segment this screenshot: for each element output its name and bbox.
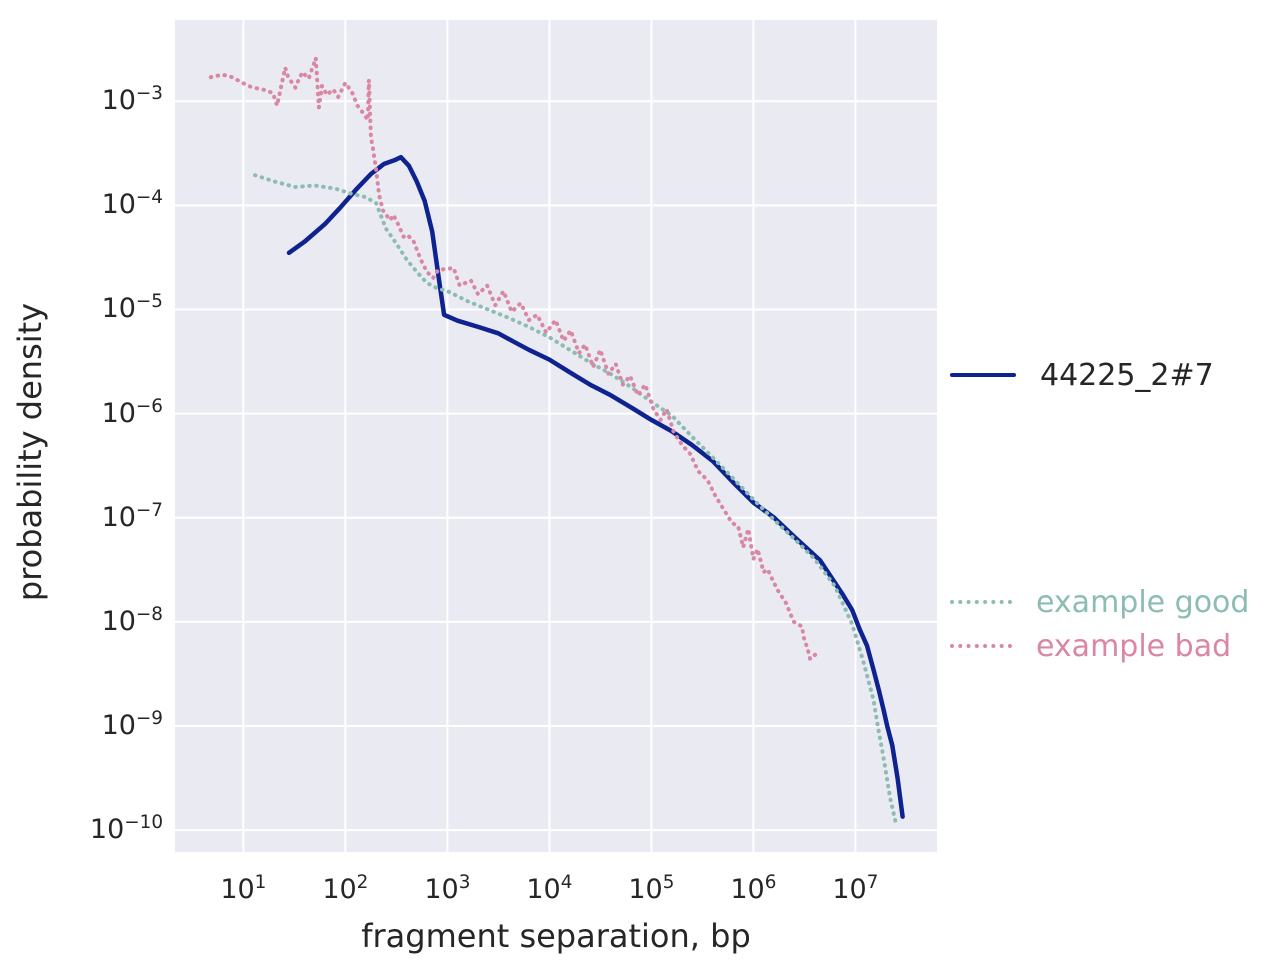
legend-swatch-example-good-line: [950, 600, 1012, 604]
x-tick-label-10e5: 105: [628, 872, 675, 905]
y-tick-label-10e-4: 10−4: [101, 187, 163, 221]
series-line-example-good: [253, 173, 898, 826]
legend-swatch-example-bad-line: [950, 644, 1012, 648]
x-tick-label-10e3: 103: [424, 872, 471, 905]
legend-label-primary: 44225_2#7: [1040, 357, 1214, 393]
y-tick-label-10e-9: 10−9: [101, 708, 163, 741]
x-tick-label-10e7: 107: [832, 872, 879, 905]
x-tick-label-10e4: 104: [526, 872, 573, 905]
legend-label-example-good: example good: [1036, 584, 1250, 620]
x-tick-label-10e1: 101: [220, 872, 267, 905]
plot-area: [175, 20, 937, 852]
legend-item-example-bad: example bad: [950, 626, 1231, 666]
y-tick-label-10e-6: 10−6: [101, 395, 163, 429]
y-tick-label-10e-8: 10−8: [101, 603, 163, 637]
x-tick-label-10e6: 106: [730, 872, 777, 905]
legend-label-example-bad: example bad: [1036, 628, 1232, 664]
y-tick-label-10e-3: 10−3: [101, 83, 163, 117]
series-line-example-bad: [208, 56, 821, 661]
plot-canvas: [175, 20, 937, 852]
x-tick-label-10e2: 102: [322, 872, 369, 905]
y-tick-label-10e-5: 10−5: [101, 291, 163, 325]
y-tick-label-10e-7: 10−7: [101, 499, 163, 533]
legend-swatch-primary-line: [950, 373, 1016, 377]
legend-item-example-good: example good: [950, 582, 1249, 622]
x-axis-label: fragment separation, bp: [361, 917, 751, 955]
series-line-44225-2-7: [286, 154, 905, 819]
legend-item-primary: 44225_2#7: [950, 355, 1214, 395]
y-tick-label-10e-10: 10−10: [89, 812, 163, 846]
y-axis-label: probability density: [11, 302, 49, 602]
